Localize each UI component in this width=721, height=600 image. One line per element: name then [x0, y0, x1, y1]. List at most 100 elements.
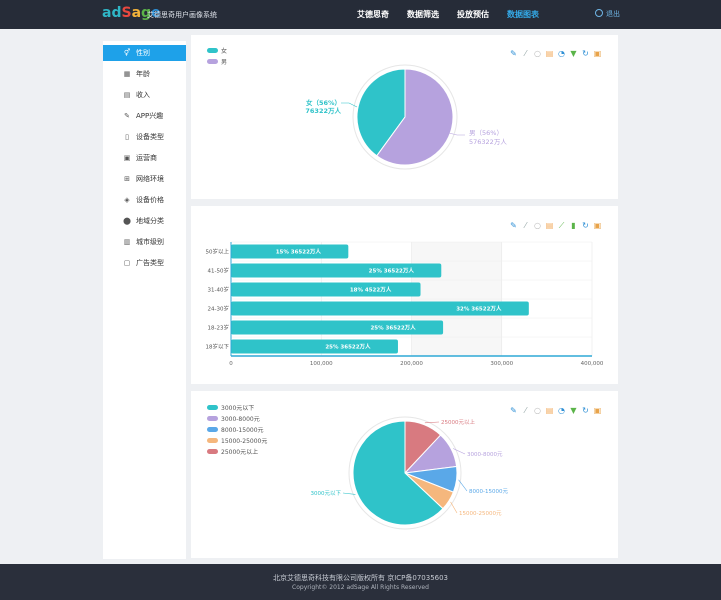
- erase-icon[interactable]: ⁄: [524, 406, 527, 415]
- clear-icon[interactable]: ○: [534, 406, 541, 415]
- bar-label: 32% 36522万人: [456, 305, 502, 313]
- nav-item-adsage[interactable]: 艾德思奇: [357, 10, 389, 19]
- slice-label: 3000-8000元: [467, 451, 503, 458]
- save-icon[interactable]: ▣: [593, 406, 602, 415]
- legend-item-income-2[interactable]: 3000-8000元: [207, 416, 260, 423]
- y-tick-label: 31-40岁: [208, 286, 229, 294]
- sidebar-item-device-price[interactable]: ◈ 设备价格: [103, 192, 186, 208]
- logout-label: 退出: [606, 10, 620, 18]
- refresh-icon[interactable]: ↻: [582, 221, 589, 230]
- sidebar-item-label: APP兴趣: [136, 112, 164, 120]
- bar-2[interactable]: [231, 282, 421, 297]
- bar-5[interactable]: [231, 339, 398, 354]
- legend-swatch: [207, 427, 218, 432]
- sidebar: ⚥ 性别 ▦ 年龄 ▤ 收入 ✎ APP兴趣 ▯ 设备类型 ▣ 运营商 ⊞ 网络环境 ◈ 设备价…: [103, 41, 186, 559]
- income-pie-chart: 3000元以下 15000-25000元 8000-15000元 3000-8000元…: [311, 416, 508, 530]
- legend-item-male[interactable]: 男: [207, 59, 227, 66]
- save-icon[interactable]: ▣: [593, 49, 602, 58]
- label-line: [458, 479, 468, 492]
- legend-label: 女: [221, 48, 228, 55]
- nav-item-data-charts[interactable]: 数据图表: [507, 10, 539, 19]
- slice-value-male: 576322万人: [469, 138, 507, 146]
- mark-icon[interactable]: ✎: [510, 406, 517, 415]
- legend-item-income-5[interactable]: 25000元以上: [207, 449, 258, 456]
- legend-label: 15000-25000元: [221, 438, 268, 445]
- sidebar-item-label: 网络环境: [136, 175, 164, 183]
- legend-swatch: [207, 438, 218, 443]
- legend-item-female[interactable]: 女: [207, 48, 227, 55]
- erase-icon[interactable]: ⁄: [524, 221, 527, 230]
- city-icon: ▥: [123, 238, 131, 246]
- mark-icon[interactable]: ✎: [510, 49, 517, 58]
- gender-chart-panel: 女 男 ✎ ⁄ ○ ▤ ◔ ▼ ↻ ▣ 女（56%） 76322万人 男（56%） 576322万人: [191, 35, 618, 199]
- bar-3[interactable]: [231, 301, 529, 316]
- sidebar-item-age[interactable]: ▦ 年龄: [103, 66, 186, 82]
- legend-item-income-3[interactable]: 8000-15000元: [207, 427, 264, 434]
- ad-icon: ▢: [123, 259, 131, 267]
- label-line-female: [341, 102, 358, 108]
- gender-icon: ⚥: [123, 49, 131, 57]
- bar-0[interactable]: [231, 244, 349, 259]
- line-icon[interactable]: ⟋: [558, 221, 565, 230]
- slice-label: 8000-15000元: [469, 488, 508, 495]
- x-tick-label: 400,000: [581, 361, 604, 367]
- clear-icon[interactable]: ○: [534, 221, 541, 230]
- pie-slice-0[interactable]: [352, 420, 444, 526]
- legend-swatch: [207, 449, 218, 454]
- sidebar-item-device-type[interactable]: ▯ 设备类型: [103, 129, 186, 145]
- sidebar-item-carrier[interactable]: ▣ 运营商: [103, 150, 186, 166]
- sidebar-item-network[interactable]: ⊞ 网络环境: [103, 171, 186, 187]
- data-view-icon[interactable]: ▤: [545, 221, 554, 230]
- pie-icon[interactable]: ◔: [558, 406, 565, 415]
- system-name: 艾德思奇用户画像系统: [147, 11, 217, 19]
- sidebar-item-label: 性别: [136, 49, 150, 57]
- bar-icon[interactable]: ▮: [571, 221, 576, 230]
- pie-slice-female[interactable]: [356, 68, 406, 157]
- sidebar-item-label: 设备类型: [136, 133, 164, 141]
- refresh-icon[interactable]: ↻: [582, 49, 589, 58]
- x-tick-label: 300,000: [490, 361, 513, 367]
- sidebar-item-label: 运营商: [136, 154, 157, 162]
- footer-copyright-en: Copyright© 2012 adSage All Rights Reserv…: [292, 584, 429, 591]
- data-view-icon[interactable]: ▤: [545, 49, 554, 58]
- adsage-logo[interactable]: adSage: [102, 5, 161, 21]
- user-icon: [595, 9, 603, 17]
- slice-label: 15000-25000元: [459, 510, 502, 517]
- bar-4[interactable]: [231, 320, 444, 335]
- nav-item-delivery-estimate[interactable]: 投放预估: [457, 10, 489, 19]
- pie-outline-ring: [348, 416, 462, 530]
- bar-1[interactable]: [231, 263, 442, 278]
- refresh-icon[interactable]: ↻: [582, 406, 589, 415]
- network-icon: ⊞: [124, 175, 130, 183]
- sidebar-item-city-level[interactable]: ▥ 城市级别: [103, 234, 186, 250]
- erase-icon[interactable]: ⁄: [524, 49, 527, 58]
- sidebar-item-label: 广告类型: [136, 259, 164, 267]
- legend-item-income-1[interactable]: 3000元以下: [207, 405, 254, 412]
- bar-label: 15% 36522万人: [276, 248, 322, 256]
- sidebar-item-income[interactable]: ▤ 收入: [103, 87, 186, 103]
- label-line: [342, 492, 356, 495]
- funnel-icon[interactable]: ▼: [570, 49, 577, 58]
- sidebar-item-app-interest[interactable]: ✎ APP兴趣: [103, 108, 186, 124]
- mark-icon[interactable]: ✎: [510, 221, 517, 230]
- clear-icon[interactable]: ○: [534, 49, 541, 58]
- pie-icon[interactable]: ◔: [558, 49, 565, 58]
- logout-link[interactable]: 退出: [595, 9, 620, 19]
- pie-slice-male[interactable]: [376, 68, 454, 166]
- sidebar-item-label: 城市级别: [136, 238, 164, 246]
- y-tick-label: 18-23岁: [208, 324, 229, 332]
- save-icon[interactable]: ▣: [593, 221, 602, 230]
- funnel-icon[interactable]: ▼: [570, 406, 577, 415]
- nav-item-data-filter[interactable]: 数据筛选: [407, 10, 439, 19]
- sidebar-item-ad-type[interactable]: ▢ 广告类型: [103, 255, 186, 271]
- legend-label: 3000元以下: [221, 405, 255, 412]
- y-tick-label: 50岁以上: [206, 248, 230, 256]
- sidebar-item-region[interactable]: ⬤ 地域分类: [103, 213, 186, 229]
- sidebar-item-gender[interactable]: ⚥ 性别: [103, 45, 186, 61]
- legend-item-income-4[interactable]: 15000-25000元: [207, 438, 267, 445]
- carrier-icon: ▣: [123, 154, 131, 162]
- data-view-icon[interactable]: ▤: [545, 406, 554, 415]
- sidebar-item-label: 地域分类: [136, 217, 164, 225]
- income-chart-panel: 3000元以下 3000-8000元 8000-15000元 15000-250…: [191, 391, 618, 558]
- legend-swatch: [207, 416, 218, 421]
